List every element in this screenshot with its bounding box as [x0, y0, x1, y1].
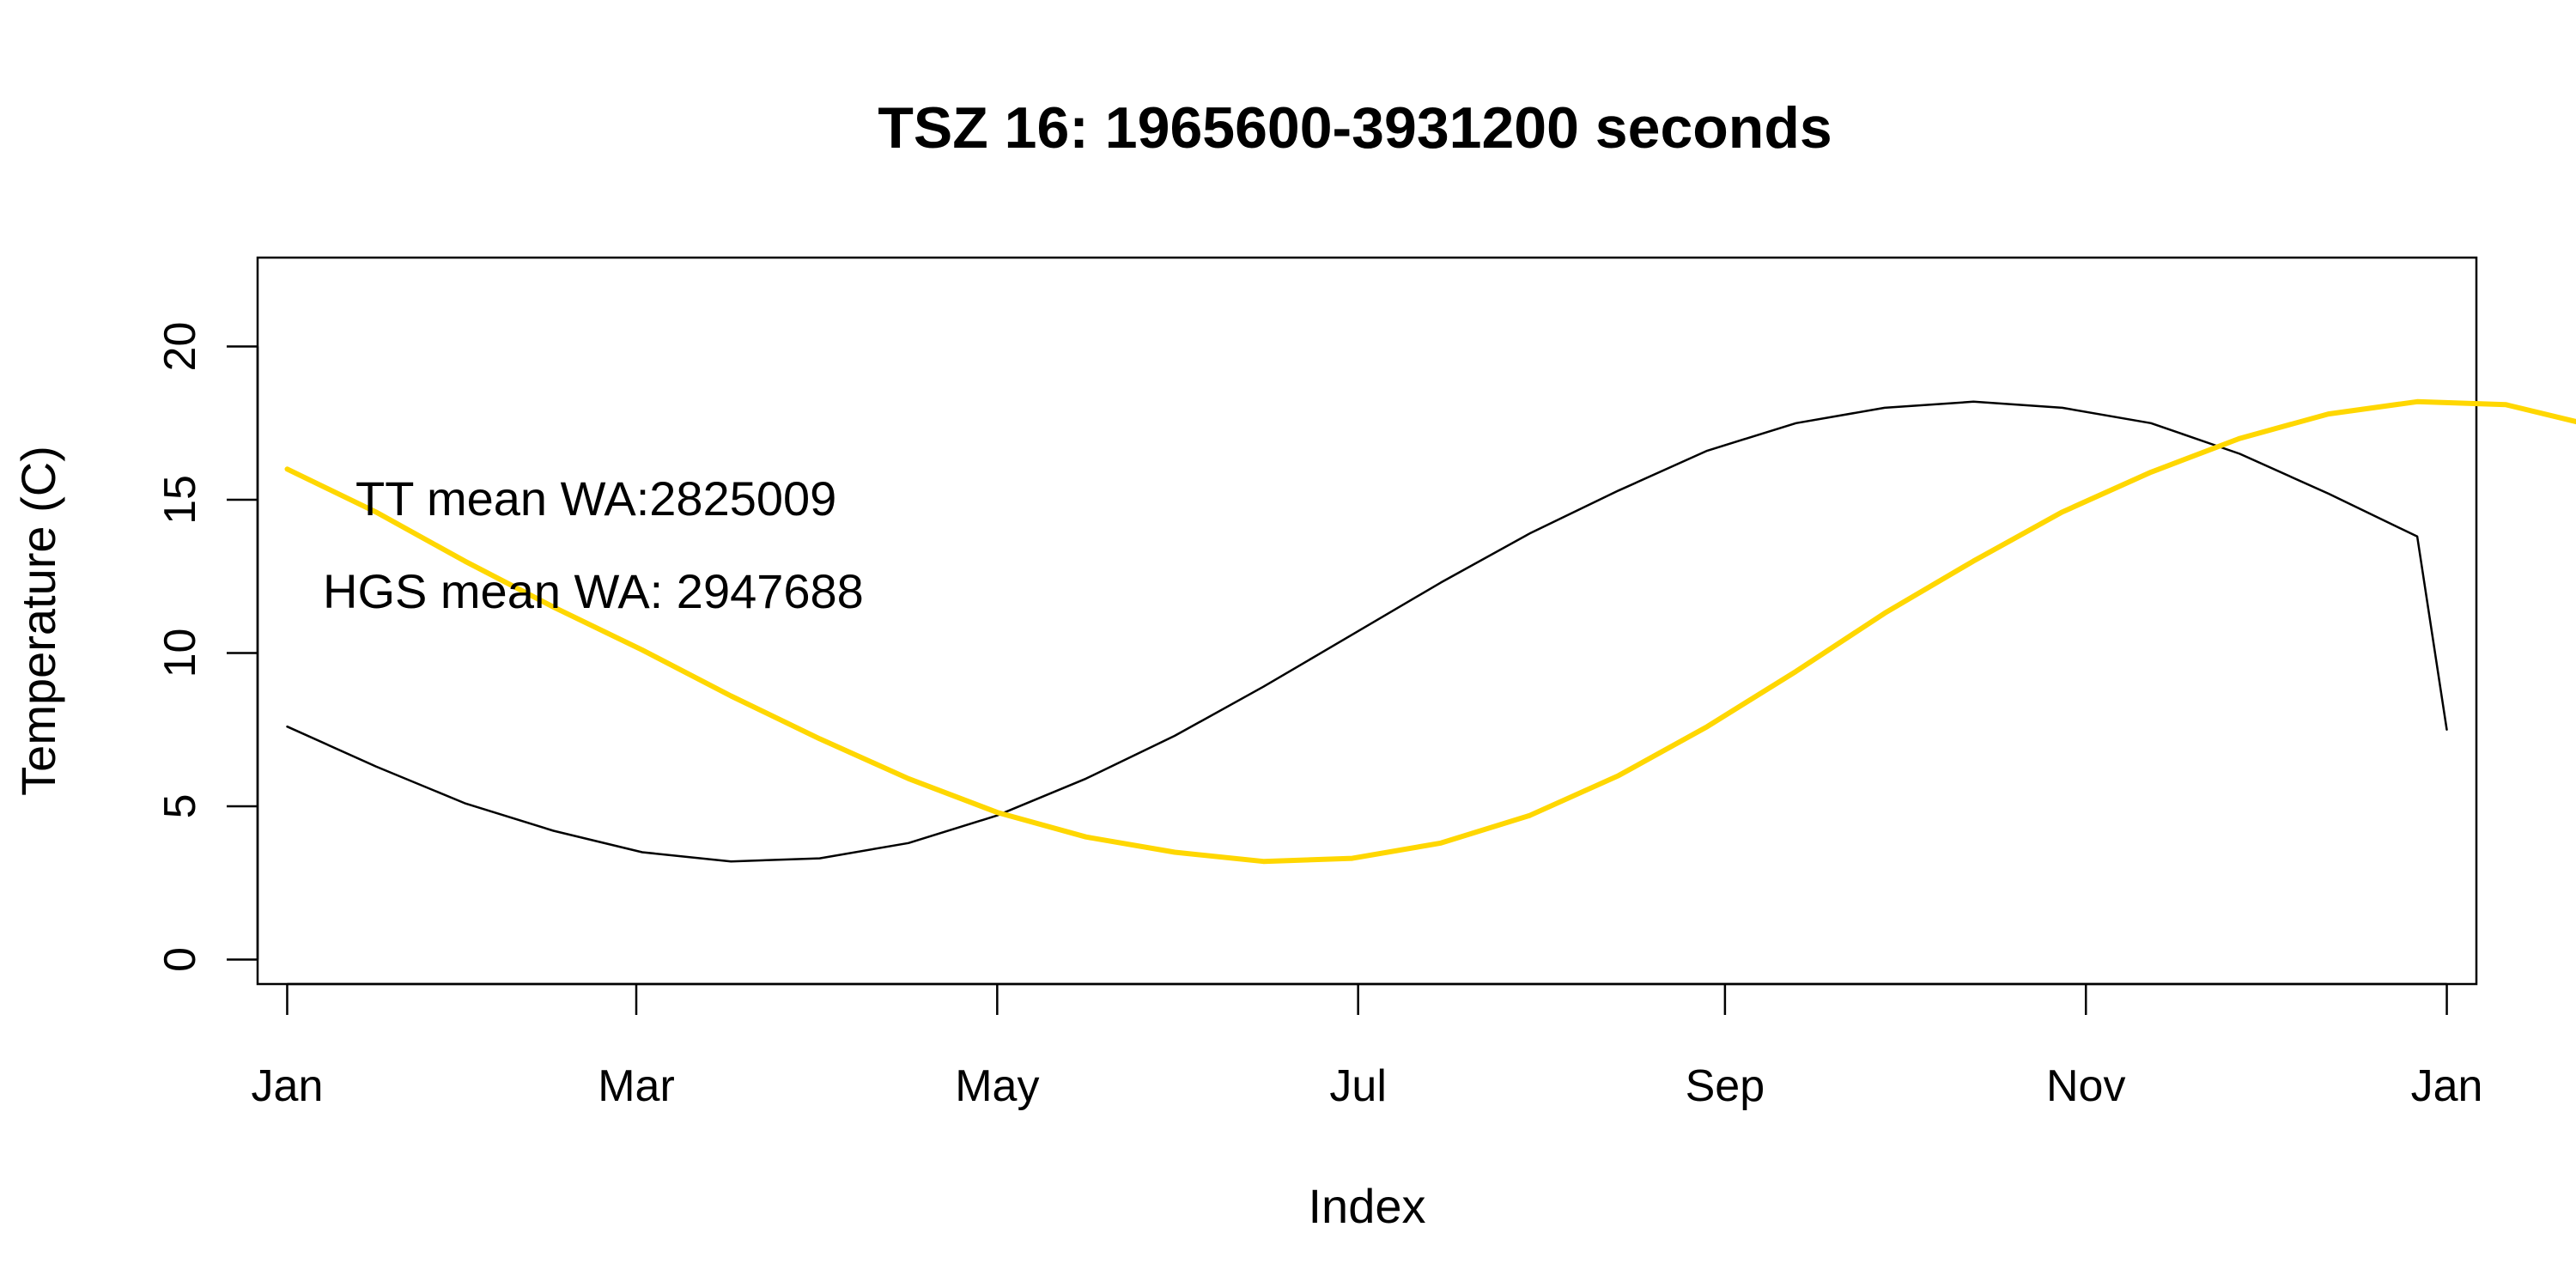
series-layer: [284, 398, 2576, 865]
x-tick-label: May: [955, 1061, 1039, 1111]
y-tick-label: 0: [155, 947, 205, 972]
x-tick-label: Jan: [252, 1061, 324, 1111]
y-tick-label: 15: [155, 475, 205, 525]
y-tick-label: 20: [155, 322, 205, 372]
x-tick-label: Jul: [1329, 1061, 1386, 1111]
x-tick-label: Mar: [598, 1061, 675, 1111]
y-axis: 0 5 10 15 20: [155, 322, 259, 972]
series-line-2: [284, 398, 2576, 865]
y-axis-label: Temperature (C): [11, 446, 65, 796]
annotation-tt-mean: TT mean WA:2825009: [355, 471, 836, 526]
y-tick-label: 5: [155, 794, 205, 819]
x-tick-label: Jan: [2411, 1061, 2483, 1111]
x-axis-label: Index: [1309, 1179, 1426, 1233]
annotation-hgs-mean: HGS mean WA: 2947688: [323, 564, 864, 618]
y-tick-label: 10: [155, 629, 205, 678]
x-tick-label: Nov: [2046, 1061, 2125, 1111]
chart-title: TSZ 16: 1965600-3931200 seconds: [878, 95, 1832, 161]
series-line-1: [286, 400, 2448, 863]
x-axis: Jan Mar May Jul Sep Nov Jan: [252, 982, 2483, 1111]
x-tick-label: Sep: [1686, 1061, 1765, 1111]
